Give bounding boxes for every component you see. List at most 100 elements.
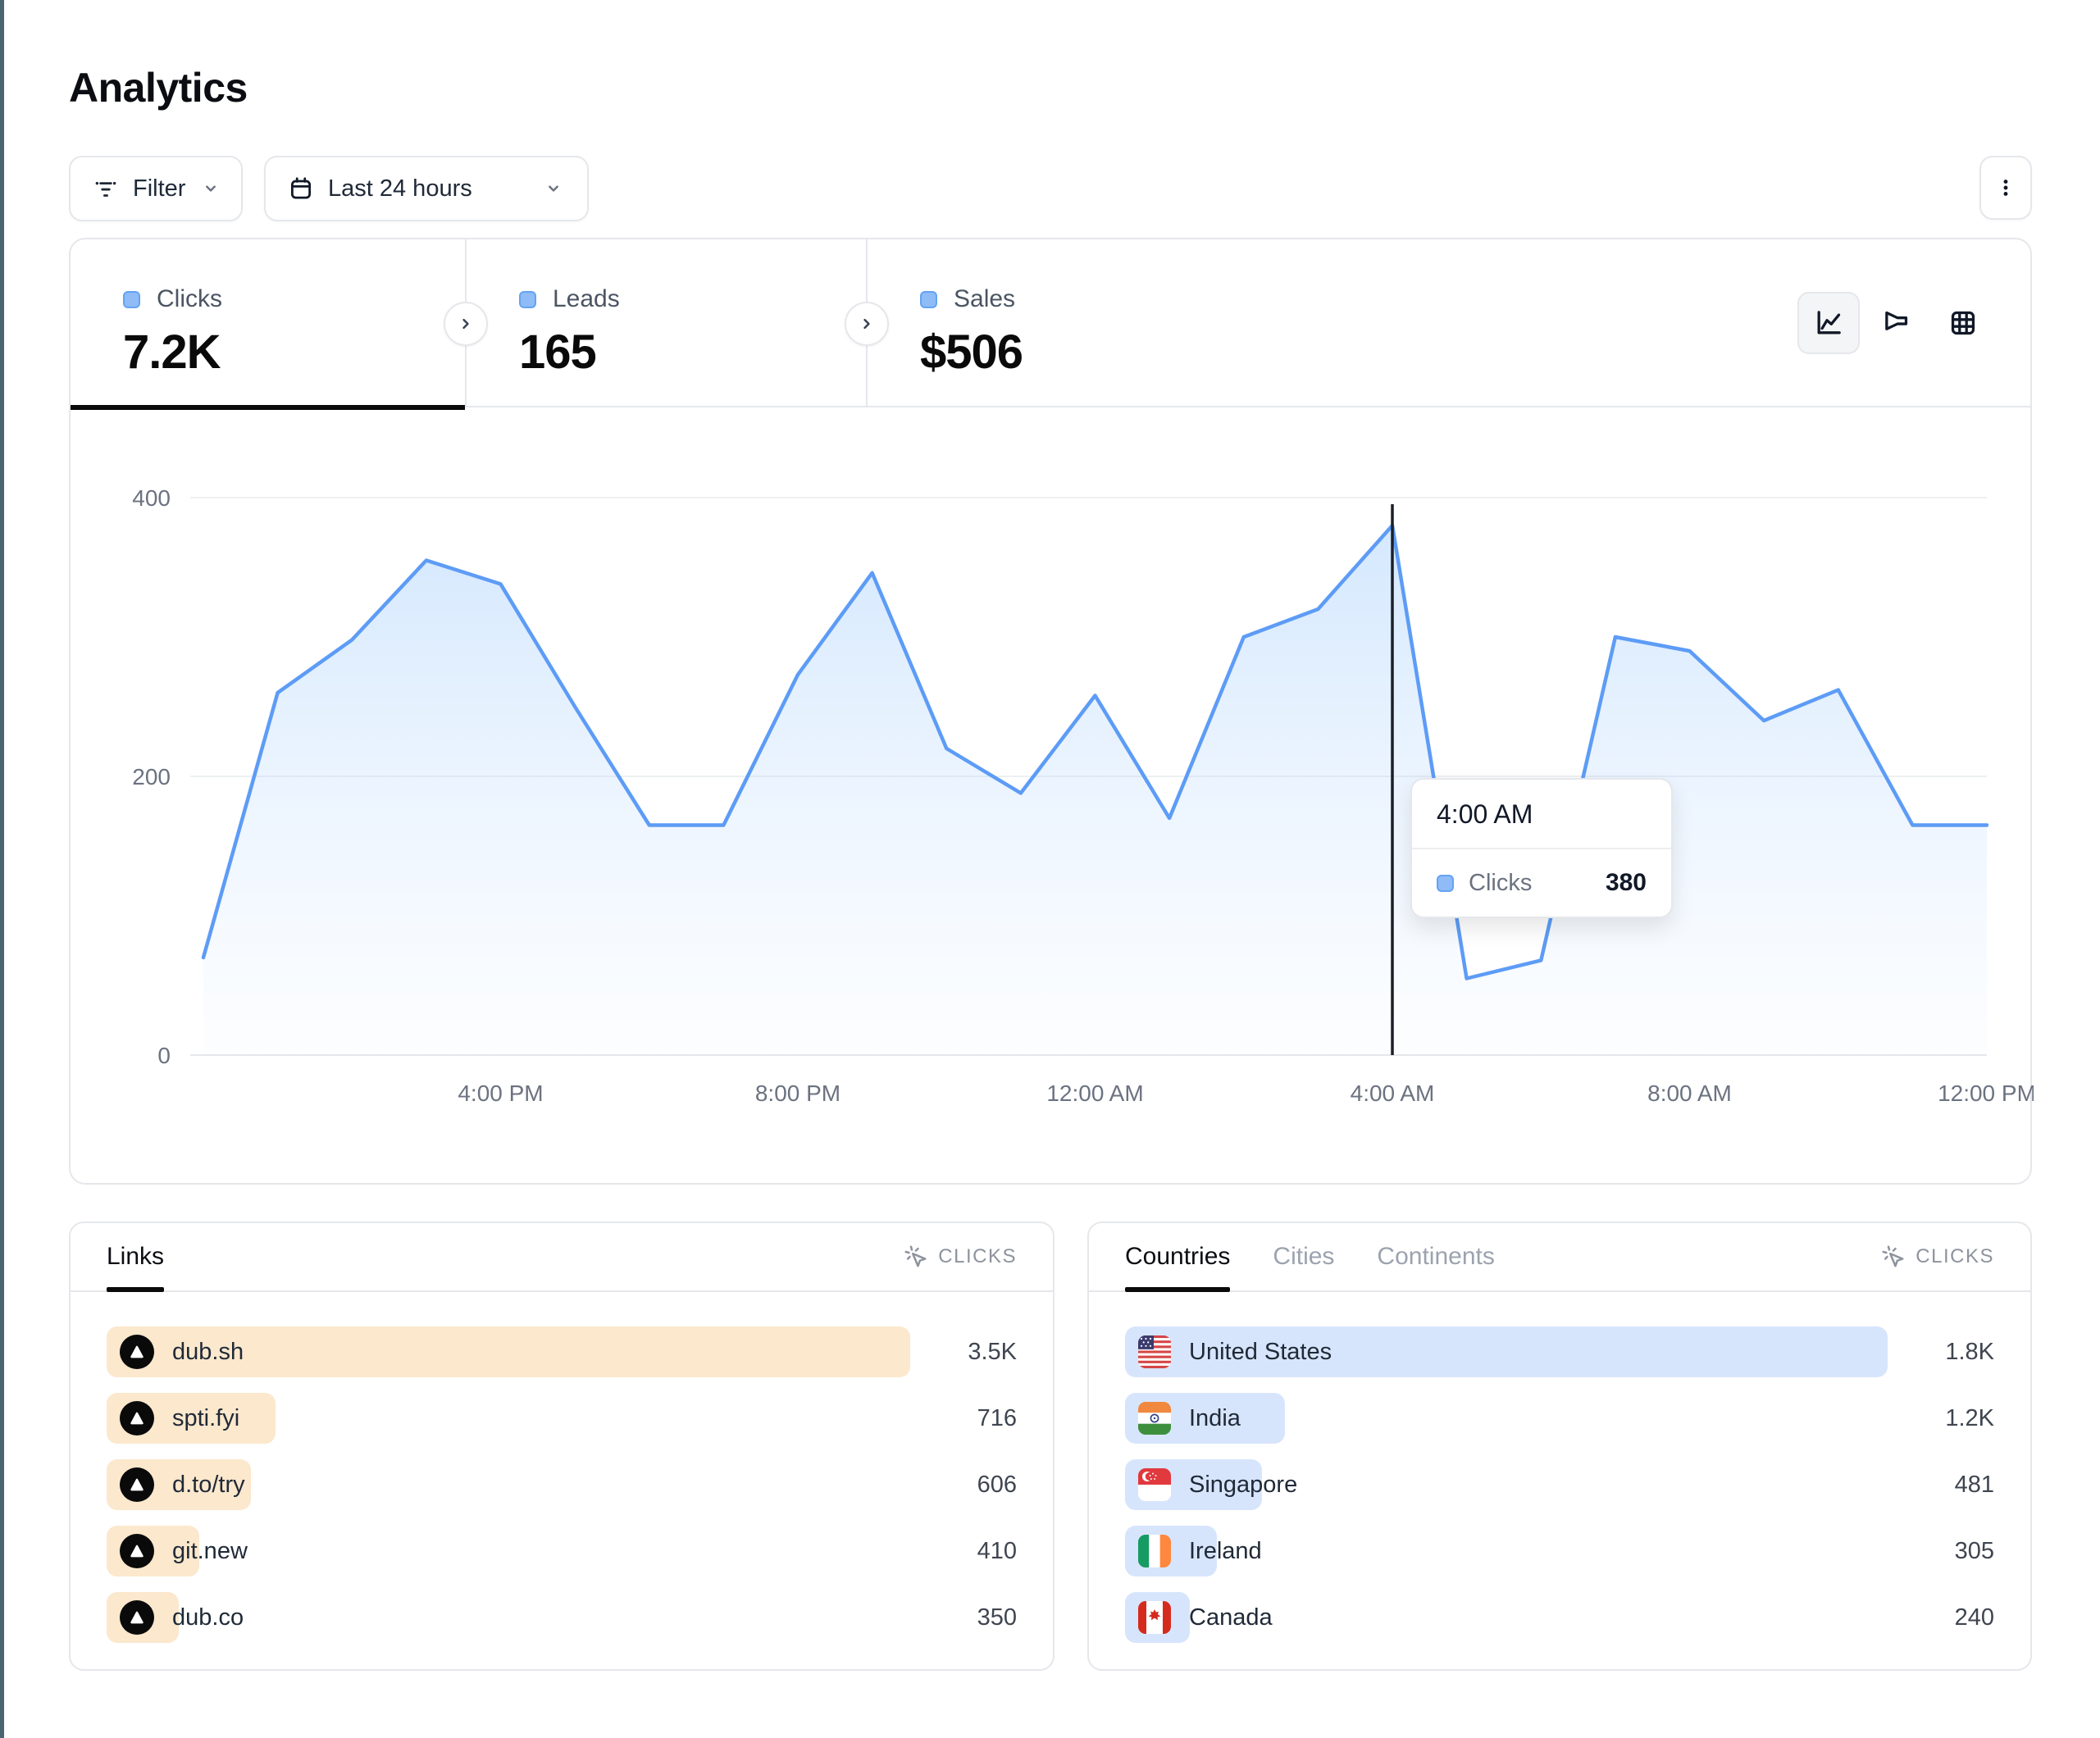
dub-logo-icon [120, 1335, 154, 1369]
analytics-card: Clicks 7.2K Leads 165 [69, 238, 2034, 1185]
stat-label: Leads [553, 285, 620, 312]
clicks-value: 240 [1954, 1604, 1994, 1631]
tab-cities[interactable]: Cities [1273, 1243, 1335, 1270]
country-row-india[interactable]: India 1.2K [1125, 1393, 1994, 1444]
country-label: India [1189, 1404, 1241, 1431]
ie-flag-icon [1138, 1535, 1171, 1567]
link-row-d-to-try[interactable]: d.to/try 606 [107, 1459, 1017, 1510]
stat-card-leads[interactable]: Leads 165 [467, 239, 866, 407]
cursor-click-icon [1881, 1244, 1906, 1269]
clicks-value: 606 [977, 1471, 1017, 1498]
clicks-bar [107, 1326, 910, 1377]
left-edge-divider [0, 0, 4, 1738]
link-row-dub-sh[interactable]: dub.sh 3.5K [107, 1326, 1017, 1377]
expand-clicks-button[interactable] [444, 302, 488, 346]
leads-legend-chip [519, 290, 536, 308]
geo-panel-header: Countries Cities Continents CLICKS [1089, 1223, 2030, 1292]
link-label: git.new [172, 1537, 248, 1564]
funnel-view-button[interactable] [1865, 292, 1927, 354]
clicks-legend-chip [123, 290, 140, 308]
stat-card-clicks[interactable]: Clicks 7.2K [71, 239, 465, 410]
link-row-git-new[interactable]: git.new 410 [107, 1526, 1017, 1576]
calendar-icon [287, 175, 315, 202]
link-row-dub-co[interactable]: dub.co 350 [107, 1592, 1017, 1643]
clicks-value: 305 [1954, 1537, 1994, 1564]
stat-label: Clicks [157, 285, 222, 312]
tooltip-series-chip [1437, 874, 1454, 892]
clicks-value: 1.8K [1945, 1338, 1994, 1365]
dub-logo-icon [120, 1401, 154, 1435]
country-label: Canada [1189, 1604, 1273, 1631]
country-row-canada[interactable]: Canada 240 [1125, 1592, 1994, 1643]
country-row-singapore[interactable]: Singapore 481 [1125, 1459, 1994, 1510]
svg-text:0: 0 [157, 1043, 171, 1068]
stat-label: Sales [954, 285, 1016, 312]
geo-panel: Countries Cities Continents CLICKS United … [1087, 1222, 2032, 1671]
line-chart-view-button[interactable] [1797, 292, 1860, 354]
links-sort-by-clicks[interactable]: CLICKS [904, 1223, 1017, 1290]
more-options-button[interactable] [1979, 156, 2032, 220]
tooltip-time: 4:00 AM [1412, 780, 1671, 849]
tab-countries[interactable]: Countries [1125, 1223, 1231, 1292]
chevron-down-icon [541, 176, 566, 201]
svg-text:200: 200 [132, 764, 171, 789]
links-panel: Links CLICKS dub.sh 3.5K spti.fyi 716 d.to/t… [69, 1222, 1055, 1671]
clicks-area-chart[interactable]: 0 200 400 4:00 PM 8:00 PM 12:00 AM 4:00 AM 8:00… [71, 407, 2034, 1185]
tab-links[interactable]: Links [107, 1223, 165, 1292]
country-row-united-states[interactable]: United States 1.8K [1125, 1326, 1994, 1377]
sg-flag-icon [1138, 1468, 1171, 1501]
stat-value-leads: 165 [519, 325, 597, 379]
chart-view-toggles [1797, 292, 1994, 354]
stat-value-sales: $506 [920, 325, 1023, 379]
chevron-down-icon [198, 176, 223, 201]
links-panel-header: Links CLICKS [71, 1223, 1053, 1292]
link-label: dub.co [172, 1604, 244, 1631]
chart-series [201, 523, 1989, 1055]
filter-label: Filter [133, 175, 186, 202]
link-label: spti.fyi [172, 1404, 240, 1431]
filter-button[interactable]: Filter [69, 156, 243, 221]
page-title: Analytics [69, 65, 248, 111]
dub-logo-icon [120, 1534, 154, 1568]
country-label: Ireland [1189, 1537, 1262, 1564]
tooltip-value: 380 [1605, 869, 1647, 896]
clicks-value: 410 [977, 1537, 1017, 1564]
clicks-value: 481 [1954, 1471, 1994, 1498]
geo-sort-by-clicks[interactable]: CLICKS [1881, 1223, 1994, 1290]
svg-text:4:00 AM: 4:00 AM [1351, 1081, 1435, 1106]
stats-header: Clicks 7.2K Leads 165 [71, 239, 2030, 410]
table-view-button[interactable] [1932, 292, 1994, 354]
sales-legend-chip [920, 290, 937, 308]
svg-text:12:00 AM: 12:00 AM [1046, 1081, 1143, 1106]
link-row-spti-fyi[interactable]: spti.fyi 716 [107, 1393, 1017, 1444]
expand-leads-button[interactable] [845, 302, 889, 346]
svg-text:4:00 PM: 4:00 PM [458, 1081, 543, 1106]
ca-flag-icon [1138, 1601, 1171, 1634]
date-range-label: Last 24 hours [328, 175, 472, 202]
svg-text:8:00 PM: 8:00 PM [755, 1081, 840, 1106]
stat-value-clicks: 7.2K [123, 325, 221, 379]
cursor-click-icon [904, 1244, 928, 1269]
us-flag-icon [1138, 1335, 1171, 1368]
clicks-value: 3.5K [968, 1338, 1017, 1365]
country-label: United States [1189, 1338, 1332, 1365]
stat-card-sales[interactable]: Sales $506 [868, 239, 1360, 407]
country-row-ireland[interactable]: Ireland 305 [1125, 1526, 1994, 1576]
svg-text:8:00 AM: 8:00 AM [1647, 1081, 1732, 1106]
clicks-value: 1.2K [1945, 1404, 1994, 1431]
tooltip-series-label: Clicks [1469, 869, 1533, 896]
svg-text:400: 400 [132, 485, 171, 511]
link-label: dub.sh [172, 1338, 244, 1365]
date-range-button[interactable]: Last 24 hours [264, 156, 589, 221]
clicks-value: 350 [977, 1604, 1017, 1631]
chart-tooltip: 4:00 AM Clicks 380 [1410, 778, 1673, 918]
in-flag-icon [1138, 1402, 1171, 1435]
filter-icon [92, 175, 120, 202]
clicks-value: 716 [977, 1404, 1017, 1431]
clicks-bar [1125, 1326, 1888, 1377]
chart-axis-labels: 0 200 400 4:00 PM 8:00 PM 12:00 AM 4:00 AM 8:00… [132, 485, 2034, 1106]
svg-text:12:00 PM: 12:00 PM [1938, 1081, 2034, 1106]
dub-logo-icon [120, 1467, 154, 1502]
tab-continents[interactable]: Continents [1377, 1243, 1495, 1270]
